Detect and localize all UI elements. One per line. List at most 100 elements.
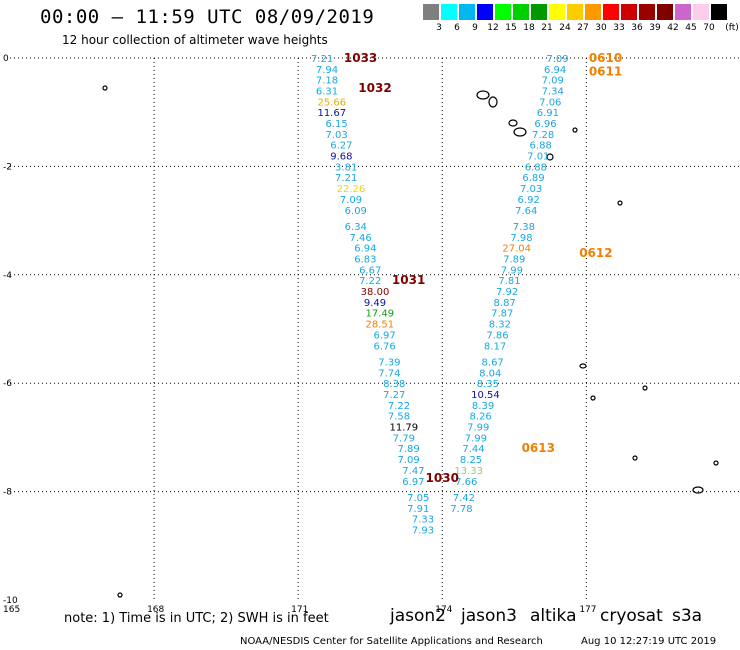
legend-swatch bbox=[495, 4, 511, 20]
swh-value: 7.99 bbox=[465, 433, 487, 444]
swh-value: 7.06 bbox=[539, 97, 561, 108]
swh-value: 7.34 bbox=[542, 87, 564, 98]
swh-value: 7.46 bbox=[349, 233, 371, 244]
legend-swatch bbox=[711, 4, 727, 20]
swh-value: 7.38 bbox=[513, 222, 535, 233]
swh-value: 7.87 bbox=[491, 309, 513, 320]
swh-value: 7.64 bbox=[515, 206, 537, 217]
swh-value: 6.94 bbox=[544, 65, 566, 76]
swh-value: 7.66 bbox=[455, 477, 477, 488]
legend-label: 12 bbox=[487, 23, 499, 33]
swh-value: 7.42 bbox=[453, 493, 475, 504]
swh-value: 6.89 bbox=[522, 173, 544, 184]
swh-value: 8.39 bbox=[472, 401, 494, 412]
legend-swatch bbox=[423, 4, 439, 20]
legend-label: 9 bbox=[472, 23, 478, 33]
swh-value: 7.33 bbox=[412, 515, 434, 526]
swh-value: 8.25 bbox=[460, 455, 482, 466]
swh-value: 6.76 bbox=[373, 341, 395, 352]
sat-jason3: jason3 bbox=[461, 606, 517, 626]
generated-timestamp: Aug 10 12:27:19 UTC 2019 bbox=[581, 636, 717, 647]
time-label: 1030 bbox=[426, 471, 459, 485]
time-label: 1032 bbox=[358, 81, 391, 95]
legend-swatch bbox=[603, 4, 619, 20]
lat-label: 0 bbox=[3, 54, 9, 64]
swh-value: 7.89 bbox=[397, 444, 419, 455]
credit-text: NOAA/NESDIS Center for Satellite Applica… bbox=[240, 636, 543, 647]
island-outline bbox=[488, 96, 498, 108]
swh-value: 6.94 bbox=[354, 244, 376, 255]
swh-value: 7.09 bbox=[340, 195, 362, 206]
legend-swatch bbox=[441, 4, 457, 20]
island-outline bbox=[579, 363, 587, 369]
swh-value: 6.83 bbox=[354, 255, 376, 266]
legend-label: 18 bbox=[523, 23, 535, 33]
swh-value: 13.33 bbox=[454, 466, 483, 477]
time-label: 0611 bbox=[589, 65, 622, 79]
swh-value: 6.88 bbox=[525, 162, 547, 173]
swh-value: 6.92 bbox=[518, 195, 540, 206]
swh-value: 7.28 bbox=[532, 130, 554, 141]
time-label: 1031 bbox=[392, 273, 425, 287]
legend-swatch bbox=[531, 4, 547, 20]
legend-swatch bbox=[585, 4, 601, 20]
note-text: note: 1) Time is in UTC; 2) SWH is in fe… bbox=[64, 611, 329, 626]
swh-value: 6.15 bbox=[325, 119, 347, 130]
swh-value: 7.09 bbox=[542, 76, 564, 87]
island-outline bbox=[590, 395, 596, 401]
legend-label: 33 bbox=[613, 23, 625, 33]
legend-label: 30 bbox=[595, 23, 607, 33]
swh-value: 7.86 bbox=[486, 330, 508, 341]
swh-value: 9.49 bbox=[364, 298, 386, 309]
swh-value: 7.22 bbox=[388, 401, 410, 412]
swh-value: 7.89 bbox=[503, 255, 525, 266]
legend-swatch bbox=[459, 4, 475, 20]
swh-value: 8.32 bbox=[489, 320, 511, 331]
swh-value: 7.47 bbox=[402, 466, 424, 477]
sat-jason2: jason2 bbox=[390, 606, 446, 626]
lon-label: 174 bbox=[435, 605, 452, 615]
swh-value: 8.04 bbox=[479, 368, 501, 379]
swh-value: 7.99 bbox=[501, 265, 523, 276]
swh-value: 6.88 bbox=[530, 141, 552, 152]
swh-value: 7.27 bbox=[383, 390, 405, 401]
swh-value: 8.87 bbox=[494, 298, 516, 309]
swh-value: 7.99 bbox=[467, 423, 489, 434]
island-outline bbox=[476, 90, 490, 100]
swh-value: 38.00 bbox=[361, 287, 390, 298]
swh-value: 7.44 bbox=[462, 444, 484, 455]
legend-swatch bbox=[513, 4, 529, 20]
legend-swatch bbox=[639, 4, 655, 20]
swh-value: 6.91 bbox=[537, 108, 559, 119]
swh-value: 7.81 bbox=[498, 276, 520, 287]
swh-value: 22.26 bbox=[337, 184, 366, 195]
legend-unit: (ft) bbox=[725, 23, 739, 33]
chart-subtitle: 12 hour collection of altimeter wave hei… bbox=[62, 33, 328, 47]
legend-label: 27 bbox=[577, 23, 589, 33]
swh-value: 6.27 bbox=[330, 141, 352, 152]
swh-value: 7.18 bbox=[316, 76, 338, 87]
lat-label: -8 bbox=[3, 488, 12, 498]
swh-value: 6.31 bbox=[316, 87, 338, 98]
swh-value: 10.54 bbox=[471, 390, 500, 401]
swh-value: 7.58 bbox=[388, 412, 410, 423]
legend-label: 45 bbox=[685, 23, 697, 33]
swh-value: 8.35 bbox=[477, 379, 499, 390]
island-outline bbox=[513, 127, 527, 137]
legend-swatch bbox=[567, 4, 583, 20]
swh-value: 7.03 bbox=[520, 184, 542, 195]
swh-value: 7.21 bbox=[311, 54, 333, 65]
island-outline bbox=[117, 592, 123, 598]
legend-label: 36 bbox=[631, 23, 643, 33]
swh-value: 7.98 bbox=[510, 233, 532, 244]
swh-value: 7.03 bbox=[325, 130, 347, 141]
legend-label: 39 bbox=[649, 23, 661, 33]
lon-label: 177 bbox=[579, 605, 596, 615]
swh-value: 28.51 bbox=[365, 320, 394, 331]
island-outline bbox=[642, 385, 648, 391]
sat-s3a: s3a bbox=[672, 606, 703, 626]
legend-label: 42 bbox=[667, 23, 679, 33]
legend-label: 70 bbox=[703, 23, 715, 33]
swh-value: 7.94 bbox=[316, 65, 338, 76]
legend-swatch bbox=[675, 4, 691, 20]
